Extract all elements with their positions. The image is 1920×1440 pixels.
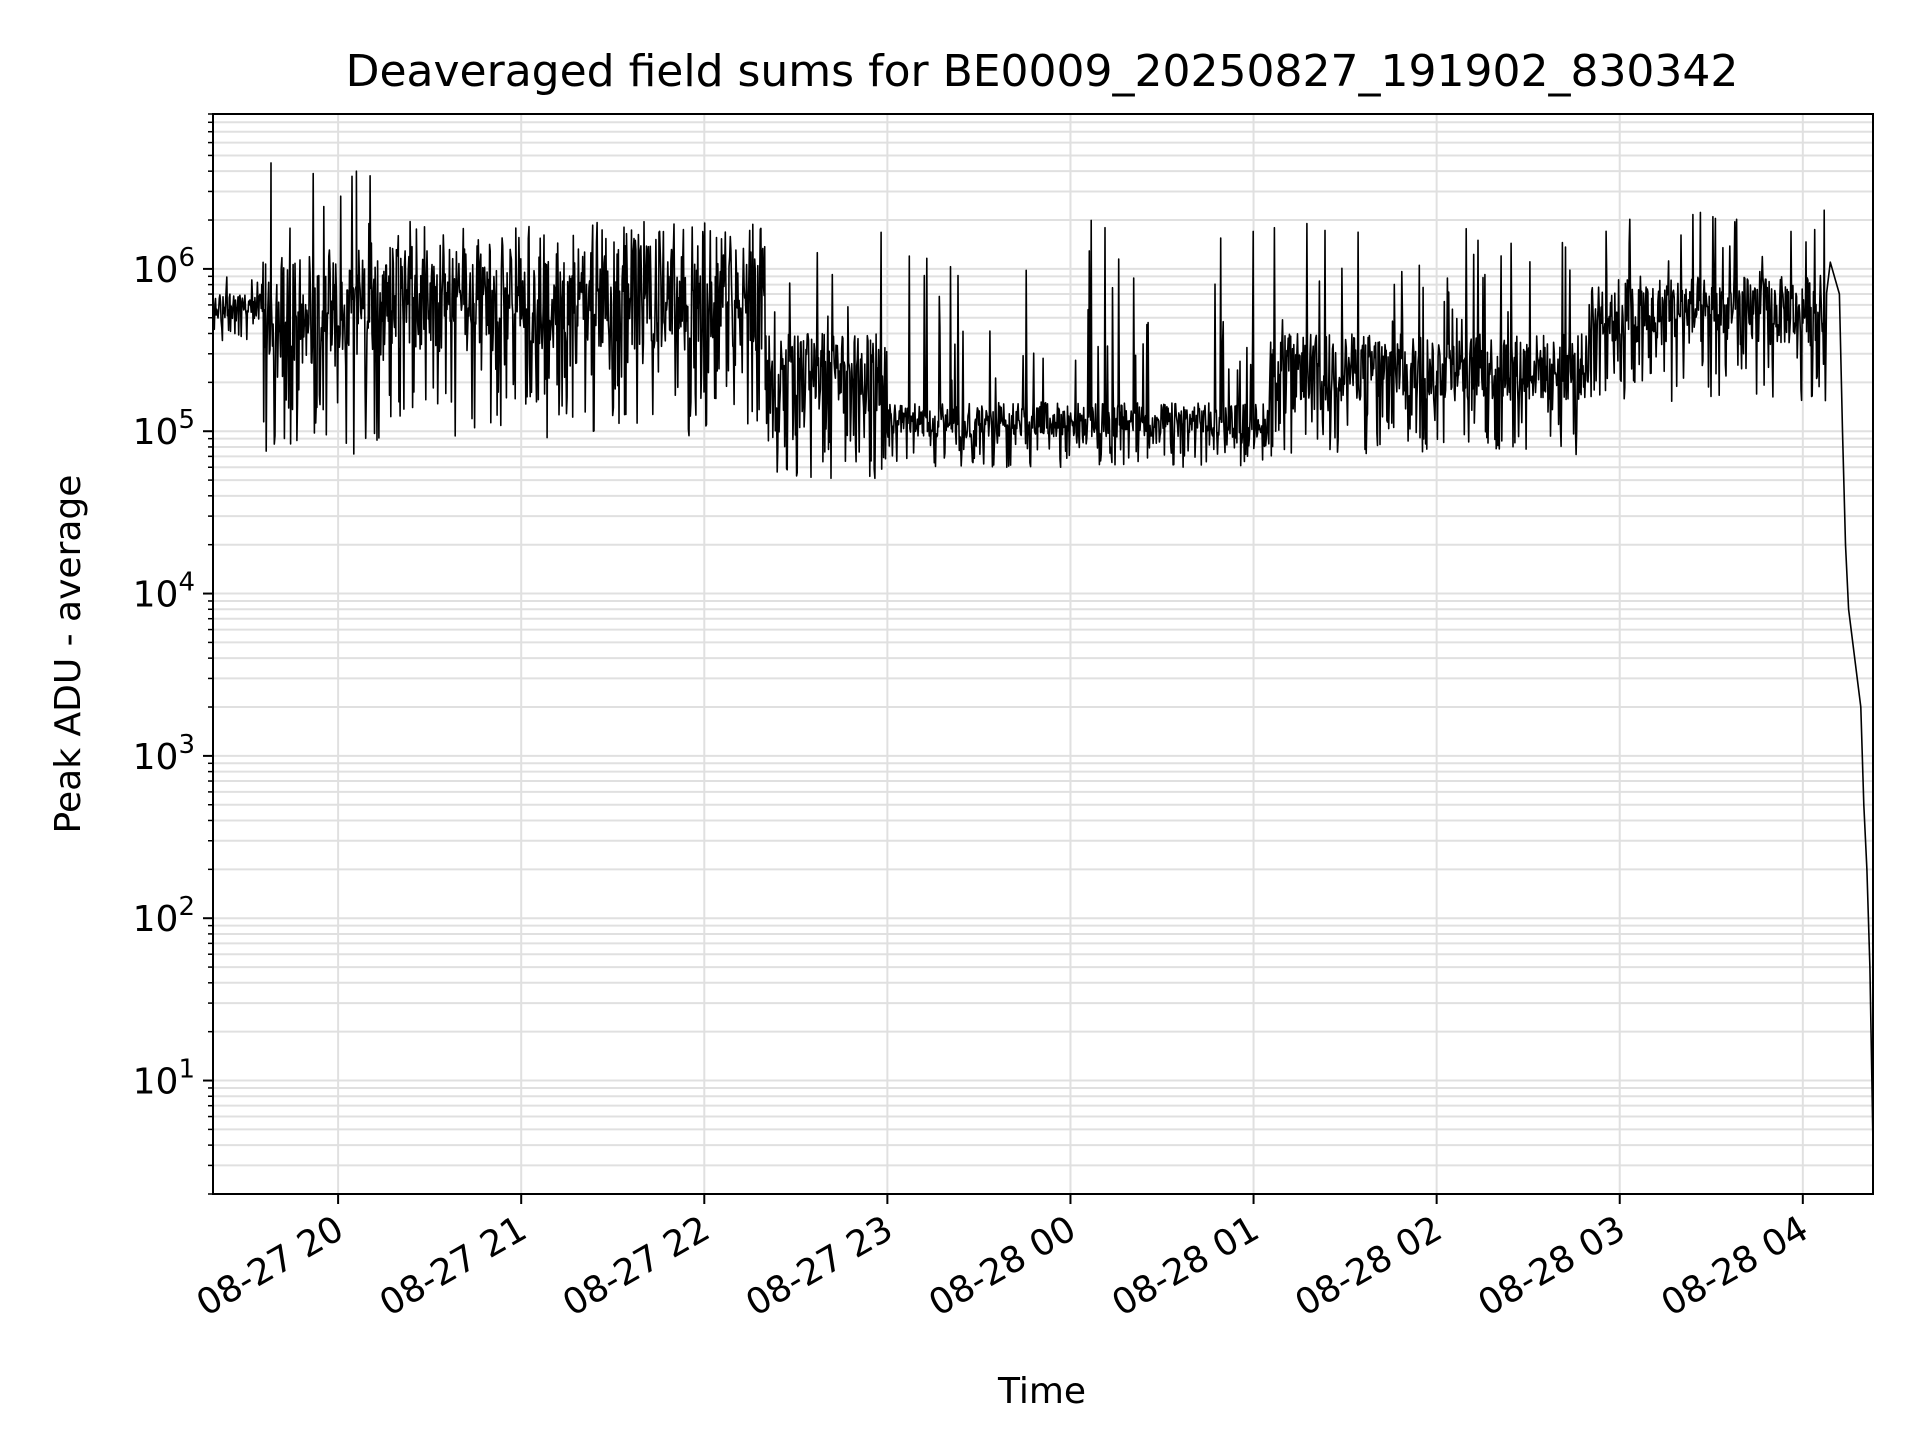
y-tick-label: 105 xyxy=(133,405,195,453)
chart-title: Deaveraged field sums for BE0009_2025082… xyxy=(346,46,1739,97)
y-tick-label: 102 xyxy=(133,892,195,940)
plot-frame xyxy=(212,113,1874,1195)
series-layer xyxy=(212,162,1874,1146)
y-axis-label: Peak ADU - average xyxy=(48,475,89,834)
y-axis: 101 102 103 104 105 106 xyxy=(133,113,213,1195)
series-line xyxy=(212,162,1874,1146)
x-axis-label: Time xyxy=(997,1371,1086,1412)
y-tick-label: 106 xyxy=(133,243,195,291)
y-tick-label: 101 xyxy=(133,1055,195,1103)
y-tick-label: 104 xyxy=(133,568,195,616)
y-tick-label: 103 xyxy=(133,730,195,778)
